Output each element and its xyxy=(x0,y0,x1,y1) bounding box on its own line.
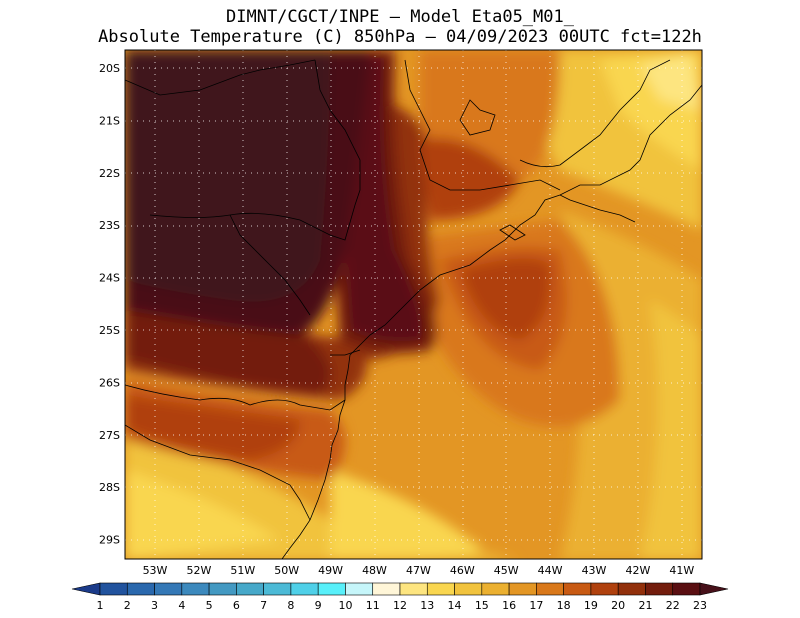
title-line-2: Absolute Temperature (C) 850hPa — 04/09/… xyxy=(98,27,702,47)
colorbar-arrow-low xyxy=(71,582,101,596)
coastline-borders xyxy=(125,59,702,559)
lat-labels: 20S 21S 22S 23S 24S 25S 26S 27S 28S 29S xyxy=(99,62,120,547)
colorbar-box xyxy=(536,582,564,596)
lat-label: 24S xyxy=(99,272,120,285)
lon-label: 50W xyxy=(274,564,299,577)
colorbar-tick-label: 2 xyxy=(124,599,131,612)
colorbar-tick-labels: 1 2 3 4 5 6 7 8 9 10 11 12 13 14 15 16 17 18 19 20 21 22 23 xyxy=(97,599,708,612)
lon-label: 48W xyxy=(362,564,387,577)
colorbar-tick-label: 21 xyxy=(638,599,652,612)
lon-label: 53W xyxy=(143,564,168,577)
colorbar-box xyxy=(372,582,401,596)
title-line-1: DIMNT/CGCT/INPE — Model Eta05_M01_ xyxy=(226,7,574,27)
colorbar-tick-label: 23 xyxy=(693,599,707,612)
colorbar-box xyxy=(317,582,346,596)
colorbar-box xyxy=(645,582,674,596)
colorbar-box xyxy=(672,582,701,596)
colorbar-tick-label: 13 xyxy=(420,599,434,612)
colorbar-tick-label: 3 xyxy=(151,599,158,612)
colorbar-tick-label: 5 xyxy=(206,599,213,612)
colorbar-box xyxy=(508,582,537,596)
lat-label: 29S xyxy=(99,534,120,547)
lat-label: 22S xyxy=(99,167,120,180)
colorbar-box xyxy=(208,582,237,596)
lat-label: 23S xyxy=(99,219,120,232)
lon-label: 44W xyxy=(538,564,563,577)
colorbar-tick-label: 1 xyxy=(97,599,104,612)
colorbar-box xyxy=(263,582,292,596)
lat-label: 25S xyxy=(99,324,120,337)
colorbar-box xyxy=(290,582,319,596)
colorbar-arrow-high xyxy=(699,582,729,596)
lon-label: 52W xyxy=(186,564,211,577)
lon-label: 42W xyxy=(625,564,650,577)
grid-lines xyxy=(125,50,702,559)
lon-labels: 53W 52W 51W 50W 49W 48W 47W 46W 45W 44W 43W 42W 41W xyxy=(143,564,695,577)
colorbar-box xyxy=(399,582,428,596)
colorbar-box xyxy=(181,582,210,596)
colorbar-tick-label: 15 xyxy=(475,599,489,612)
lat-label: 27S xyxy=(99,429,120,442)
colorbar-box xyxy=(454,582,483,596)
temperature-field xyxy=(125,50,702,559)
colorbar-tick-label: 6 xyxy=(233,599,240,612)
lon-label: 43W xyxy=(582,564,607,577)
lon-label: 46W xyxy=(450,564,475,577)
colorbar-tick-label: 7 xyxy=(260,599,267,612)
lat-label: 21S xyxy=(99,114,120,127)
colorbar-tick-label: 20 xyxy=(611,599,625,612)
colorbar-box xyxy=(126,582,155,596)
colorbar-tick-label: 16 xyxy=(502,599,516,612)
colorbar-box xyxy=(426,582,455,596)
lon-label: 47W xyxy=(406,564,431,577)
colorbar-box xyxy=(99,582,128,596)
colorbar-tick-label: 4 xyxy=(178,599,185,612)
colorbar-tick-label: 11 xyxy=(366,599,380,612)
colorbar-tick-label: 12 xyxy=(393,599,407,612)
colorbar-tick-label: 22 xyxy=(666,599,680,612)
colorbar-box xyxy=(617,582,646,596)
colorbar-tick-label: 9 xyxy=(315,599,322,612)
colorbar-tick-label: 17 xyxy=(529,599,543,612)
colorbar-tick-label: 14 xyxy=(448,599,462,612)
colorbar-box xyxy=(563,582,592,596)
colorbar-tick-label: 8 xyxy=(287,599,294,612)
lat-label: 28S xyxy=(99,481,120,494)
colorbar-box xyxy=(590,582,619,596)
colorbar-box xyxy=(154,582,183,596)
colorbar-tick-label: 18 xyxy=(557,599,571,612)
colorbar-box xyxy=(236,582,264,596)
colorbar-tick-label: 10 xyxy=(338,599,352,612)
lat-label: 26S xyxy=(99,376,120,389)
lon-label: 41W xyxy=(669,564,694,577)
lon-label: 49W xyxy=(318,564,343,577)
colorbar-tick-label: 19 xyxy=(584,599,598,612)
colorbar-box xyxy=(345,582,374,596)
colorbar xyxy=(71,582,729,596)
lon-label: 51W xyxy=(230,564,255,577)
lat-label: 20S xyxy=(99,62,120,75)
map-frame xyxy=(124,49,703,560)
colorbar-box xyxy=(481,582,510,596)
lon-label: 45W xyxy=(494,564,519,577)
